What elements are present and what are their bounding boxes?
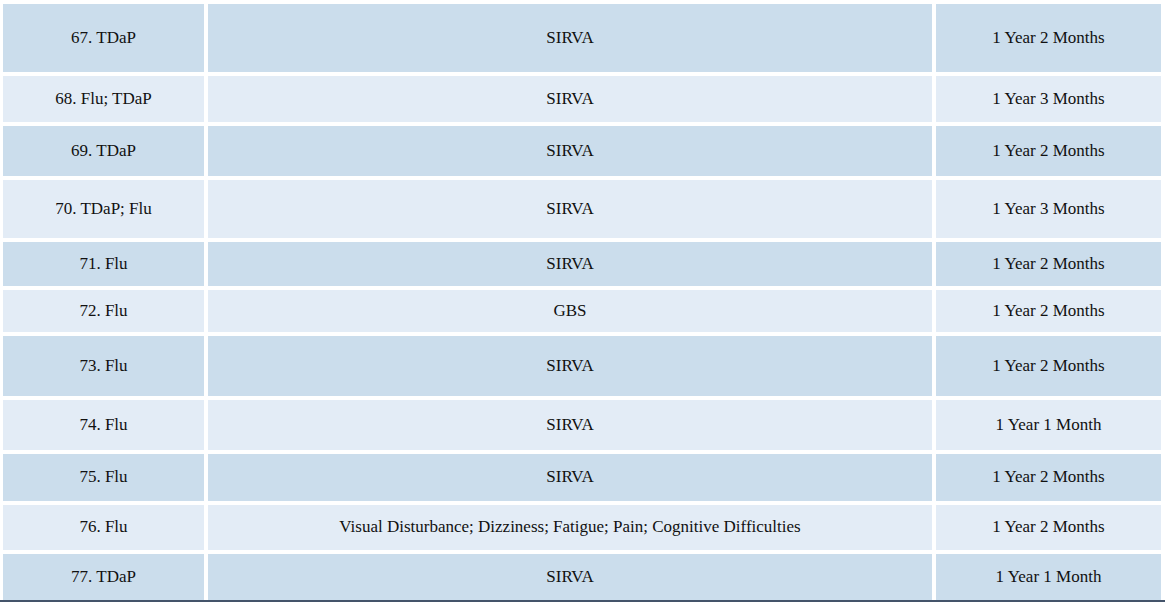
injury-cell: SIRVA bbox=[208, 400, 932, 450]
injury-cell: SIRVA bbox=[208, 454, 932, 501]
duration-cell: 1 Year 2 Months bbox=[936, 505, 1161, 550]
table-row: 77. TDaP SIRVA 1 Year 1 Month bbox=[3, 554, 1161, 600]
table-row: 72. Flu GBS 1 Year 2 Months bbox=[3, 290, 1161, 332]
vaccine-injury-table: 67. TDaP SIRVA 1 Year 2 Months 68. Flu; … bbox=[0, 0, 1165, 600]
vaccine-cell: 76. Flu bbox=[3, 505, 204, 550]
injury-cell: SIRVA bbox=[208, 554, 932, 600]
table-row: 73. Flu SIRVA 1 Year 2 Months bbox=[3, 336, 1161, 396]
vaccine-cell: 69. TDaP bbox=[3, 126, 204, 176]
vaccine-cell: 75. Flu bbox=[3, 454, 204, 501]
duration-cell: 1 Year 2 Months bbox=[936, 126, 1161, 176]
vaccine-cell: 77. TDaP bbox=[3, 554, 204, 600]
duration-cell: 1 Year 2 Months bbox=[936, 290, 1161, 332]
injury-cell: Visual Disturbance; Dizziness; Fatigue; … bbox=[208, 505, 932, 550]
duration-cell: 1 Year 1 Month bbox=[936, 400, 1161, 450]
injury-cell: SIRVA bbox=[208, 336, 932, 396]
duration-cell: 1 Year 2 Months bbox=[936, 336, 1161, 396]
vaccine-cell: 68. Flu; TDaP bbox=[3, 76, 204, 122]
table-row: 74. Flu SIRVA 1 Year 1 Month bbox=[3, 400, 1161, 450]
injury-cell: SIRVA bbox=[208, 242, 932, 286]
duration-cell: 1 Year 1 Month bbox=[936, 554, 1161, 600]
table-row: 69. TDaP SIRVA 1 Year 2 Months bbox=[3, 126, 1161, 176]
duration-cell: 1 Year 2 Months bbox=[936, 4, 1161, 72]
vaccine-cell: 70. TDaP; Flu bbox=[3, 180, 204, 238]
vaccine-cell: 71. Flu bbox=[3, 242, 204, 286]
table-row: 68. Flu; TDaP SIRVA 1 Year 3 Months bbox=[3, 76, 1161, 122]
duration-cell: 1 Year 3 Months bbox=[936, 180, 1161, 238]
vaccine-cell: 67. TDaP bbox=[3, 4, 204, 72]
injury-cell: SIRVA bbox=[208, 126, 932, 176]
duration-cell: 1 Year 2 Months bbox=[936, 454, 1161, 501]
table-row: 67. TDaP SIRVA 1 Year 2 Months bbox=[3, 4, 1161, 72]
duration-cell: 1 Year 3 Months bbox=[936, 76, 1161, 122]
table-row: 75. Flu SIRVA 1 Year 2 Months bbox=[3, 454, 1161, 501]
table-row: 71. Flu SIRVA 1 Year 2 Months bbox=[3, 242, 1161, 286]
vaccine-cell: 74. Flu bbox=[3, 400, 204, 450]
table-row: 70. TDaP; Flu SIRVA 1 Year 3 Months bbox=[3, 180, 1161, 238]
injury-cell: GBS bbox=[208, 290, 932, 332]
vaccine-cell: 73. Flu bbox=[3, 336, 204, 396]
injury-cell: SIRVA bbox=[208, 4, 932, 72]
duration-cell: 1 Year 2 Months bbox=[936, 242, 1161, 286]
injury-cell: SIRVA bbox=[208, 180, 932, 238]
document-page: 67. TDaP SIRVA 1 Year 2 Months 68. Flu; … bbox=[0, 0, 1165, 602]
table-row: 76. Flu Visual Disturbance; Dizziness; F… bbox=[3, 505, 1161, 550]
vaccine-cell: 72. Flu bbox=[3, 290, 204, 332]
injury-cell: SIRVA bbox=[208, 76, 932, 122]
